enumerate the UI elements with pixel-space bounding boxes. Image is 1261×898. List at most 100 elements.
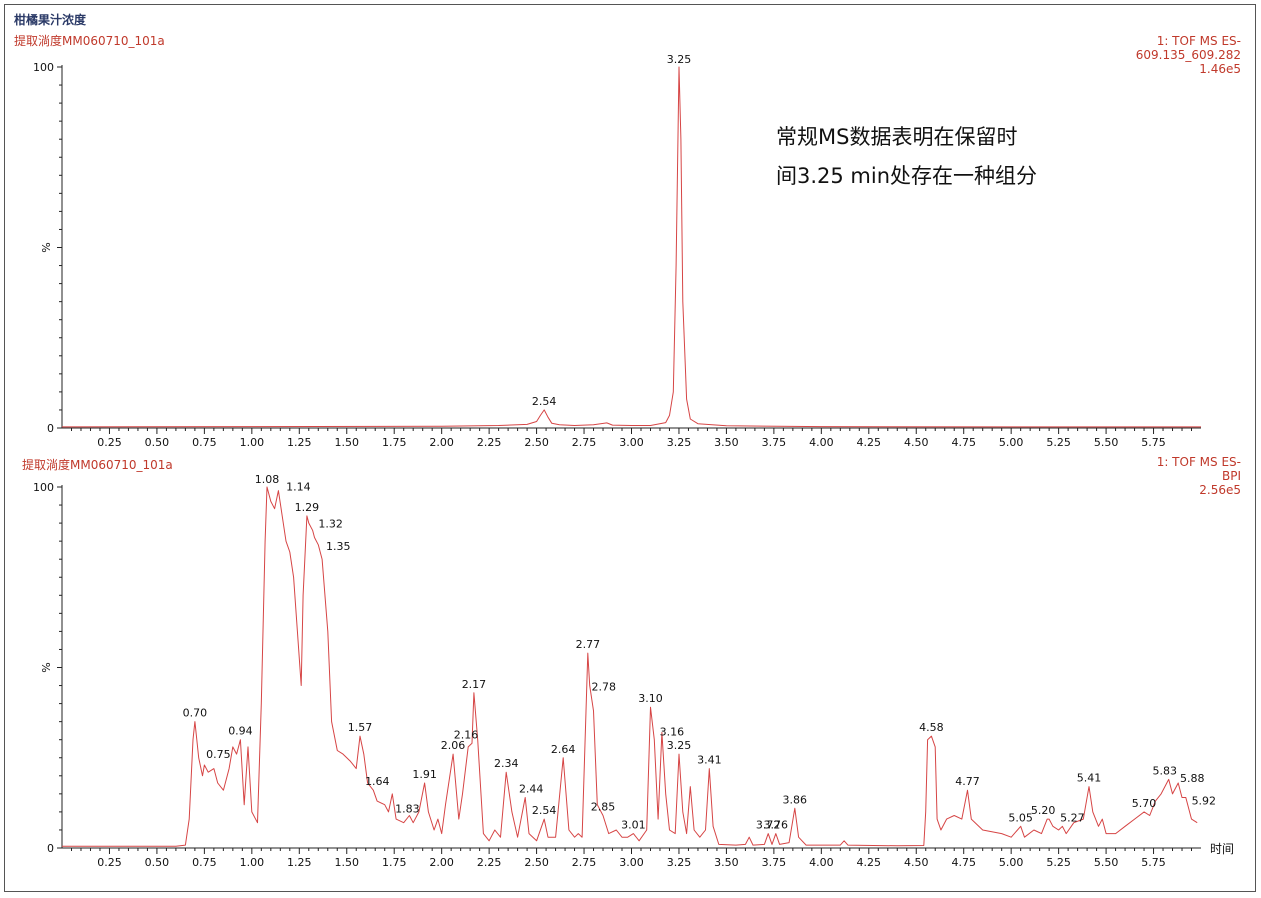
bottom-peak-label: 5.20 bbox=[1031, 804, 1056, 817]
top-chart-subtitle: 提取淌度MM060710_101a bbox=[14, 34, 165, 48]
top-x-tick-label: 0.25 bbox=[97, 436, 122, 449]
bottom-y-tick-label: 100 bbox=[33, 481, 54, 494]
bottom-peak-label: 1.14 bbox=[286, 481, 311, 494]
top-x-tick-label: 5.75 bbox=[1141, 436, 1166, 449]
bottom-chromatogram-trace bbox=[62, 486, 1198, 847]
annotation-note: 常规MS数据表明在保留时 间3.25 min处存在一种组分 bbox=[776, 118, 1037, 196]
bottom-peak-label: 5.70 bbox=[1132, 797, 1157, 810]
bottom-peak-label: 2.17 bbox=[462, 678, 487, 691]
bottom-x-tick-label: 2.25 bbox=[477, 856, 502, 869]
bottom-x-tick-label: 0.75 bbox=[192, 856, 217, 869]
bottom-peak-label: 3.86 bbox=[783, 793, 808, 806]
bottom-peak-label: 1.08 bbox=[255, 473, 280, 486]
top-x-tick-label: 0.75 bbox=[192, 436, 217, 449]
bottom-peak-label: 5.41 bbox=[1077, 772, 1102, 785]
top-x-tick-label: 3.75 bbox=[762, 436, 787, 449]
bottom-peak-label: 2.34 bbox=[494, 757, 519, 770]
bottom-x-tick-label: 2.75 bbox=[572, 856, 597, 869]
bottom-peak-label: 2.06 bbox=[441, 739, 466, 752]
top-x-tick-label: 5.25 bbox=[1046, 436, 1071, 449]
top-x-tick-label: 3.50 bbox=[714, 436, 739, 449]
bottom-x-tick-label: 3.25 bbox=[667, 856, 692, 869]
bottom-x-tick-label: 5.75 bbox=[1141, 856, 1166, 869]
bottom-peak-label: 3.16 bbox=[660, 725, 685, 738]
top-info-line: 609.135_609.282 bbox=[1135, 48, 1241, 62]
bottom-x-tick-label: 3.75 bbox=[762, 856, 787, 869]
top-x-tick-label: 0.50 bbox=[145, 436, 170, 449]
top-x-tick-label: 4.25 bbox=[857, 436, 882, 449]
bottom-peak-label: 1.91 bbox=[412, 768, 437, 781]
bottom-peak-label: 3.76 bbox=[764, 819, 789, 832]
top-x-tick-label: 4.75 bbox=[951, 436, 976, 449]
bottom-info-line: 1: TOF MS ES- bbox=[1156, 455, 1241, 469]
top-x-tick-label: 4.00 bbox=[809, 436, 834, 449]
bottom-peak-label: 0.94 bbox=[228, 725, 253, 738]
bottom-x-tick-label: 5.50 bbox=[1094, 856, 1119, 869]
page-title: 柑橘果汁浓度 bbox=[14, 13, 87, 27]
bottom-peak-label: 5.92 bbox=[1192, 794, 1217, 807]
bottom-x-tick-label: 3.50 bbox=[714, 856, 739, 869]
bottom-peak-label: 3.10 bbox=[638, 692, 663, 705]
bottom-y-tick-label: 0 bbox=[47, 842, 54, 855]
top-x-tick-label: 4.50 bbox=[904, 436, 929, 449]
bottom-peak-label: 3.72 bbox=[756, 819, 781, 832]
note-line: 间3.25 min处存在一种组分 bbox=[776, 164, 1038, 188]
bottom-peak-label: 0.70 bbox=[183, 707, 208, 720]
bottom-peak-label: 1.29 bbox=[295, 501, 320, 514]
bottom-peak-label: 5.05 bbox=[1008, 811, 1033, 824]
bottom-peak-label: 5.83 bbox=[1152, 764, 1177, 777]
top-chromatogram-trace bbox=[61, 66, 1201, 428]
top-x-tick-label: 3.00 bbox=[619, 436, 644, 449]
bottom-x-tick-label: 4.25 bbox=[857, 856, 882, 869]
bottom-x-tick-label: 2.00 bbox=[429, 856, 454, 869]
bottom-peak-label: 2.85 bbox=[591, 801, 616, 814]
bottom-x-tick-label: 5.25 bbox=[1046, 856, 1071, 869]
bottom-peak-label: 1.83 bbox=[395, 803, 420, 816]
top-x-tick-label: 5.50 bbox=[1094, 436, 1119, 449]
bottom-x-tick-label: 5.00 bbox=[999, 856, 1024, 869]
bottom-info-line: 2.56e5 bbox=[1199, 483, 1241, 497]
bottom-chart-subtitle: 提取淌度MM060710_101a bbox=[22, 458, 173, 472]
bottom-peak-label: 1.64 bbox=[365, 775, 390, 788]
bottom-peak-label: 1.57 bbox=[348, 721, 373, 734]
top-x-tick-label: 1.75 bbox=[382, 436, 407, 449]
bottom-chart-info: 1: TOF MS ES- BPI 2.56e5 bbox=[1157, 455, 1241, 497]
bottom-info-line: BPI bbox=[1221, 469, 1241, 483]
top-x-tick-label: 3.25 bbox=[667, 436, 692, 449]
bottom-x-tick-label: 4.00 bbox=[809, 856, 834, 869]
bottom-x-tick-label: 1.50 bbox=[335, 856, 360, 869]
bottom-x-tick-label: 4.50 bbox=[904, 856, 929, 869]
bottom-peak-label: 4.58 bbox=[919, 721, 944, 734]
bottom-x-tick-label: 4.75 bbox=[951, 856, 976, 869]
bottom-peak-label: 1.35 bbox=[326, 540, 351, 553]
top-info-line: 1.46e5 bbox=[1199, 62, 1241, 76]
bottom-peak-label: 3.41 bbox=[697, 754, 722, 767]
top-peak-label: 2.54 bbox=[532, 395, 557, 408]
top-x-tick-label: 2.25 bbox=[477, 436, 502, 449]
top-x-tick-label: 1.25 bbox=[287, 436, 312, 449]
top-x-tick-label: 1.00 bbox=[240, 436, 265, 449]
bottom-peak-label: 3.25 bbox=[667, 739, 692, 752]
bottom-x-tick-label: 0.50 bbox=[145, 856, 170, 869]
top-x-tick-label: 2.50 bbox=[524, 436, 549, 449]
top-chart-info: 1: TOF MS ES- 609.135_609.282 1.46e5 bbox=[1136, 34, 1241, 76]
bottom-peak-label: 2.54 bbox=[532, 804, 557, 817]
bottom-peak-label: 3.01 bbox=[621, 819, 646, 832]
top-y-tick-label: 100 bbox=[33, 61, 54, 74]
bottom-peak-label: 2.44 bbox=[519, 782, 544, 795]
bottom-x-tick-label: 1.00 bbox=[240, 856, 265, 869]
note-line: 常规MS数据表明在保留时 bbox=[776, 125, 1018, 149]
bottom-peak-label: 4.77 bbox=[955, 775, 980, 788]
bottom-peak-label: 2.64 bbox=[551, 743, 576, 756]
bottom-peak-label: 0.75 bbox=[206, 748, 231, 761]
bottom-peak-label: 2.16 bbox=[454, 728, 479, 741]
top-y-tick-label: 0 bbox=[47, 422, 54, 435]
bottom-x-tick-label: 1.75 bbox=[382, 856, 407, 869]
top-peak-label: 3.25 bbox=[667, 53, 692, 66]
bottom-x-tick-label: 0.25 bbox=[97, 856, 122, 869]
top-x-tick-label: 2.00 bbox=[429, 436, 454, 449]
top-info-line: 1: TOF MS ES- bbox=[1156, 34, 1241, 48]
top-x-tick-label: 2.75 bbox=[572, 436, 597, 449]
bottom-peak-label: 5.27 bbox=[1060, 811, 1085, 824]
